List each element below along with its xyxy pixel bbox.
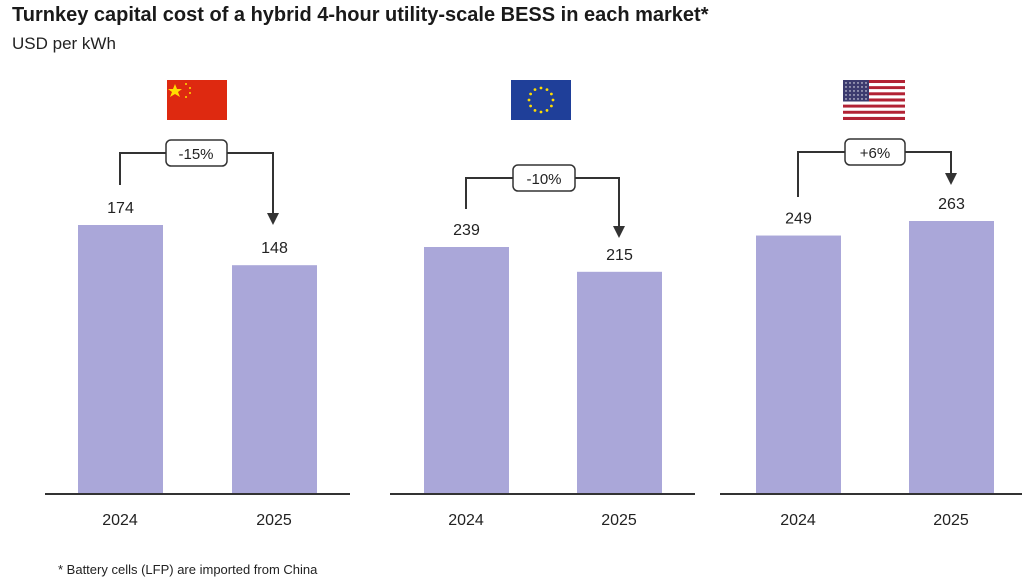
y-axis-unit: USD per kWh [12, 34, 116, 53]
us-flag [843, 80, 905, 120]
change-label-europe: -10% [526, 171, 561, 188]
bar-europe-2024 [424, 247, 509, 494]
eu-flag [511, 80, 571, 120]
eu-star [539, 86, 543, 90]
change-arrow-europe [465, 177, 620, 228]
change-label-china: -15% [178, 146, 213, 163]
eu-star [539, 110, 543, 114]
x-tick-label: 2024 [102, 512, 138, 529]
eu-star [533, 108, 537, 112]
bar-united-states-2024 [756, 235, 841, 494]
eu-star [549, 92, 553, 96]
arrowhead-europe [613, 226, 625, 238]
data-label: 263 [938, 196, 965, 213]
eu-star [527, 98, 531, 102]
arrowhead-china [267, 213, 279, 225]
change-label-us: +6% [860, 145, 890, 162]
eu-star [545, 108, 549, 112]
bar-europe-2025 [577, 271, 662, 494]
data-label: 215 [606, 247, 633, 264]
data-label: 174 [107, 200, 134, 217]
bar-china-2024 [78, 225, 163, 494]
data-label: 148 [261, 240, 288, 257]
bar-china-2025 [232, 265, 317, 494]
eu-star [549, 104, 553, 108]
x-tick-label: 2024 [780, 512, 816, 529]
chart-title: Turnkey capital cost of a hybrid 4-hour … [12, 4, 709, 26]
bar-united-states-2025 [909, 221, 994, 494]
footnote: * Battery cells (LFP) are imported from … [58, 562, 318, 577]
change-box-us [844, 138, 906, 166]
x-tick-label: 2025 [601, 512, 637, 529]
eu-star [551, 98, 555, 102]
eu-star [545, 88, 549, 92]
data-label: 239 [453, 222, 480, 239]
change-arrow-us [797, 151, 952, 197]
change-arrow-china [119, 152, 274, 215]
data-label: 249 [785, 211, 812, 228]
eu-star [529, 92, 533, 96]
x-tick-label: 2025 [256, 512, 292, 529]
eu-star [533, 88, 537, 92]
arrowhead-us [945, 173, 957, 185]
x-tick-label: 2025 [933, 512, 969, 529]
change-box-china [165, 139, 228, 167]
china-flag [167, 80, 227, 120]
x-tick-label: 2024 [448, 512, 484, 529]
change-box-europe [512, 164, 576, 192]
eu-star [529, 104, 533, 108]
